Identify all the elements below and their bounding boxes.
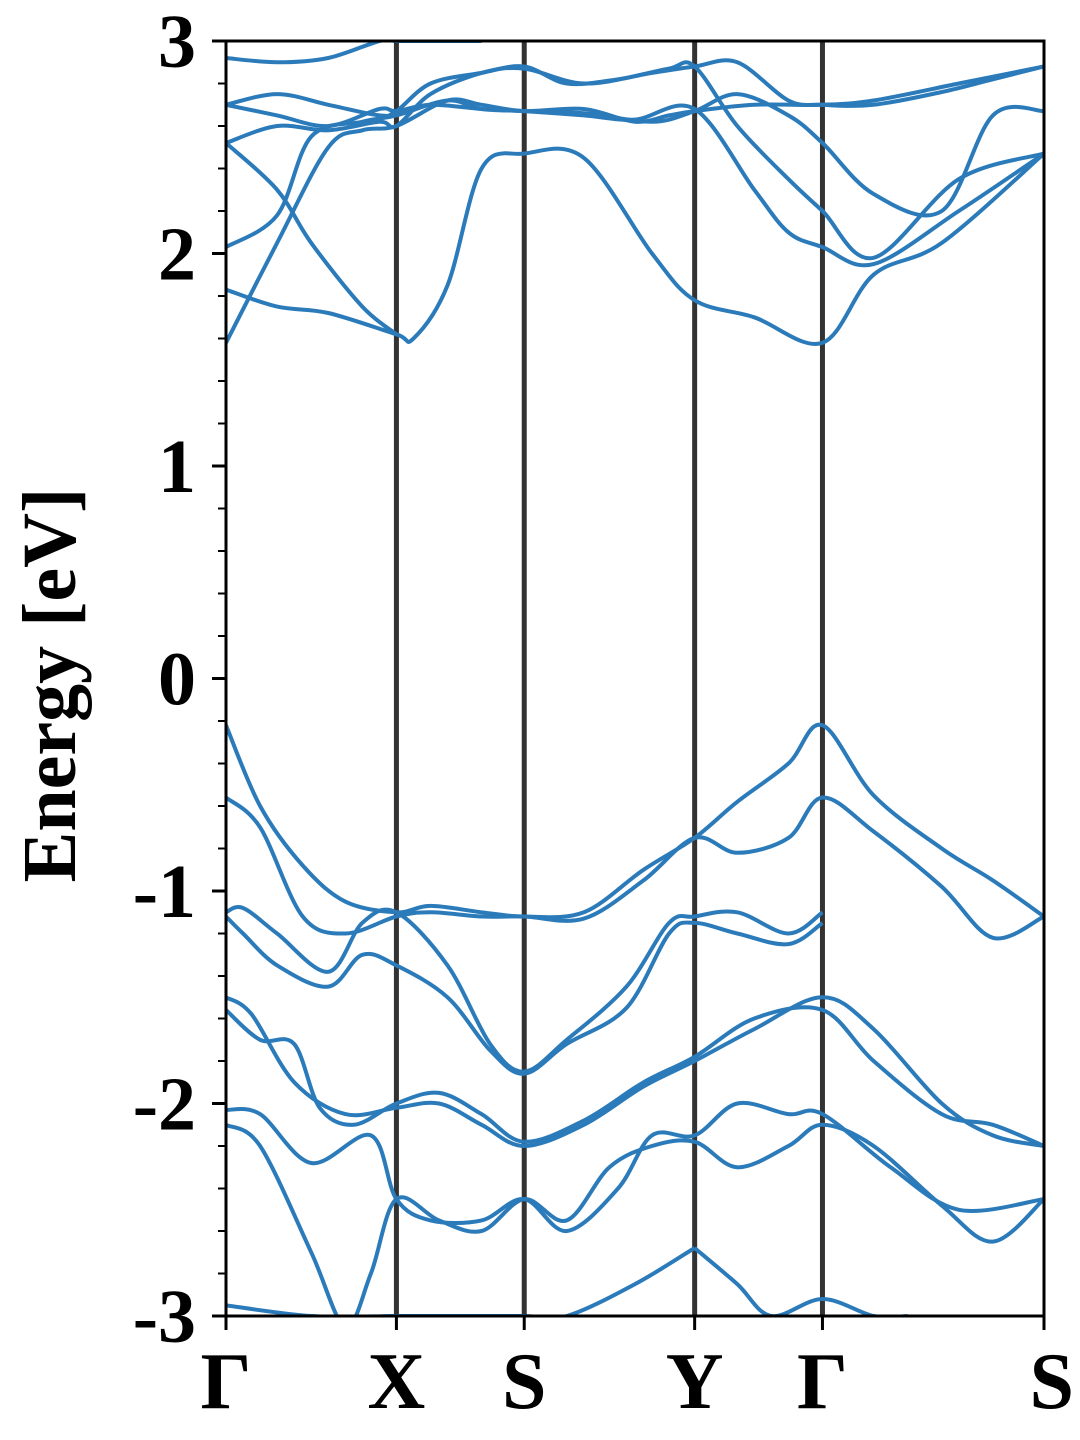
y-axis-label: Energy [eV] <box>8 488 92 883</box>
band-line-11 <box>226 64 1044 344</box>
band-line-6 <box>226 1005 1044 1148</box>
band-line-13 <box>226 146 1044 346</box>
y-axis-ticks: -3 -2 -1 0 1 2 3 <box>133 0 226 1359</box>
band-line-3 <box>226 905 824 1074</box>
x-tick-label: S <box>1030 1338 1075 1426</box>
y-tick-label: 3 <box>158 0 196 84</box>
y-tick-label: 0 <box>158 638 196 722</box>
band-line-16 <box>226 58 1044 145</box>
band-line-18 <box>226 41 482 65</box>
x-tick-label: Γ <box>201 1338 252 1426</box>
band-line-12 <box>226 98 1044 268</box>
band-line-5 <box>226 995 1044 1148</box>
band-line-1 <box>226 722 1044 920</box>
band-line-2 <box>226 795 1044 941</box>
y-tick-label: 1 <box>158 425 196 509</box>
x-tick-label: S <box>502 1338 547 1426</box>
band-line-7 <box>226 1100 1044 1233</box>
band-line-8 <box>226 1122 1044 1316</box>
band-curves <box>226 41 1044 1316</box>
y-tick-label: -2 <box>133 1063 196 1147</box>
band-line-14 <box>226 141 398 336</box>
x-tick-label: Y <box>666 1338 724 1426</box>
x-tick-label: X <box>368 1338 426 1426</box>
x-tick-label: Γ <box>797 1338 848 1426</box>
band-line-9 <box>226 1246 696 1316</box>
y-tick-label: -3 <box>133 1275 196 1359</box>
band-line-10 <box>693 1246 908 1316</box>
band-line-17 <box>226 92 1044 218</box>
y-tick-label: 2 <box>158 213 196 297</box>
y-tick-label: -1 <box>133 850 196 934</box>
band-line-4 <box>226 915 824 1076</box>
